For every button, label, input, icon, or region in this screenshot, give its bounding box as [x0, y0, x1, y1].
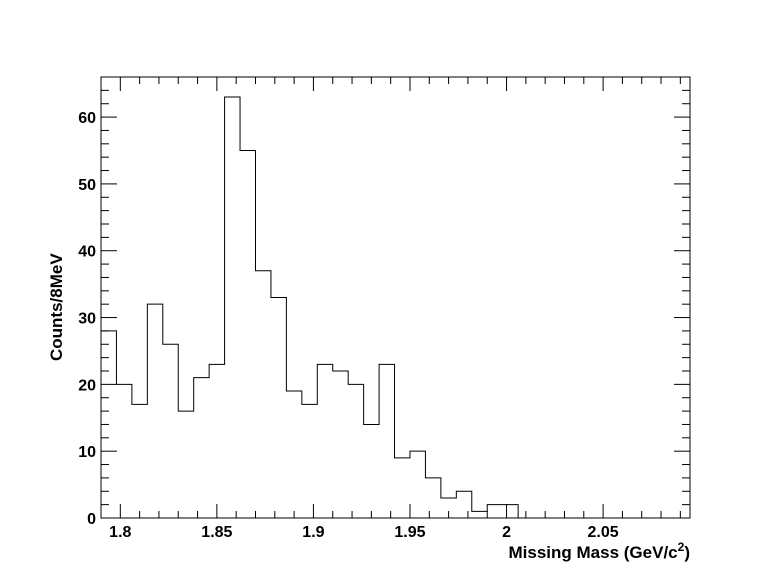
y-tick-label: 50 — [78, 177, 96, 194]
y-axis-title: Counts/8MeV — [47, 253, 66, 361]
axis-ticks — [100, 76, 690, 519]
y-tick-label: 20 — [78, 377, 96, 394]
y-tick-label: 0 — [87, 511, 96, 528]
x-tick-label: 1.85 — [201, 524, 232, 541]
y-tick-labels: 0 10 20 30 40 50 60 — [78, 110, 96, 528]
x-tick-label: 1.95 — [394, 524, 425, 541]
x-tick-label: 2 — [502, 524, 511, 541]
x-tick-labels: 1.8 1.85 1.9 1.95 2 2.05 — [109, 524, 619, 541]
y-tick-label: 30 — [78, 311, 96, 328]
y-tick-label: 60 — [78, 110, 96, 127]
y-tick-label: 10 — [78, 444, 96, 461]
x-tick-label: 1.8 — [109, 524, 131, 541]
histogram-line — [101, 96, 689, 519]
x-axis-title: Missing Mass (GeV/c2) — [509, 540, 690, 562]
y-tick-label: 40 — [78, 244, 96, 261]
plot-frame — [100, 76, 691, 519]
x-tick-label: 2.05 — [588, 524, 619, 541]
x-tick-label: 1.9 — [302, 524, 324, 541]
